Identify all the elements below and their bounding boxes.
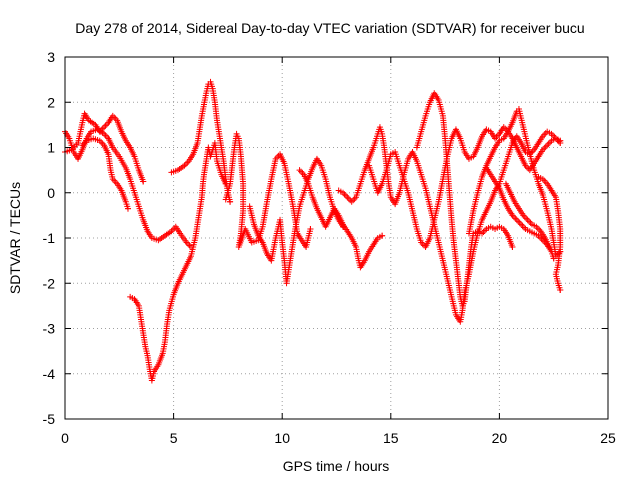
- data-point-marker: [124, 205, 131, 212]
- series-track: [413, 90, 516, 309]
- data-series: [62, 78, 564, 384]
- x-tick-label: 25: [600, 430, 616, 446]
- series-track: [296, 167, 386, 271]
- y-tick-label: -3: [43, 321, 56, 337]
- y-tick-label: -1: [43, 230, 56, 246]
- data-point-marker: [550, 255, 557, 262]
- y-tick-label: -2: [43, 275, 56, 291]
- x-tick-label: 0: [61, 430, 69, 446]
- x-axis-label: GPS time / hours: [283, 458, 390, 474]
- data-point-marker: [307, 225, 314, 232]
- series-track: [535, 173, 564, 294]
- series-track: [366, 124, 564, 251]
- data-point-marker: [557, 287, 564, 294]
- x-axis-tick-labels: 0 5 10 15 20 25: [61, 430, 616, 446]
- series-track: [168, 78, 234, 205]
- x-tick-label: 15: [383, 430, 399, 446]
- y-tick-label: 0: [47, 185, 55, 201]
- x-tick-label: 10: [274, 430, 290, 446]
- data-point-marker: [509, 244, 516, 251]
- series-track: [502, 180, 553, 251]
- y-tick-label: 1: [47, 140, 55, 156]
- y-axis-label: SDTVAR / TECUs: [7, 182, 23, 294]
- data-point-marker: [140, 178, 147, 185]
- chart-title: Day 278 of 2014, Sidereal Day-to-day VTE…: [75, 20, 584, 36]
- series-track: [465, 106, 564, 260]
- x-tick-label: 20: [492, 430, 508, 446]
- y-tick-label: 2: [47, 94, 55, 110]
- grid-lines: [65, 57, 608, 419]
- x-tick-label: 5: [170, 430, 178, 446]
- y-tick-label: 3: [47, 49, 55, 65]
- axis-ticks: [64, 56, 609, 420]
- y-tick-label: -5: [43, 411, 56, 427]
- data-point-marker: [227, 198, 234, 205]
- data-point-marker: [379, 232, 386, 239]
- data-point-marker: [546, 244, 553, 251]
- data-point-marker: [557, 137, 564, 144]
- series-track: [79, 135, 131, 212]
- series-track: [127, 139, 229, 384]
- y-axis-tick-labels: -5 -4 -3 -2 -1 0 1 2 3: [43, 49, 56, 427]
- y-tick-label: -4: [43, 366, 56, 382]
- series-track: [62, 110, 147, 185]
